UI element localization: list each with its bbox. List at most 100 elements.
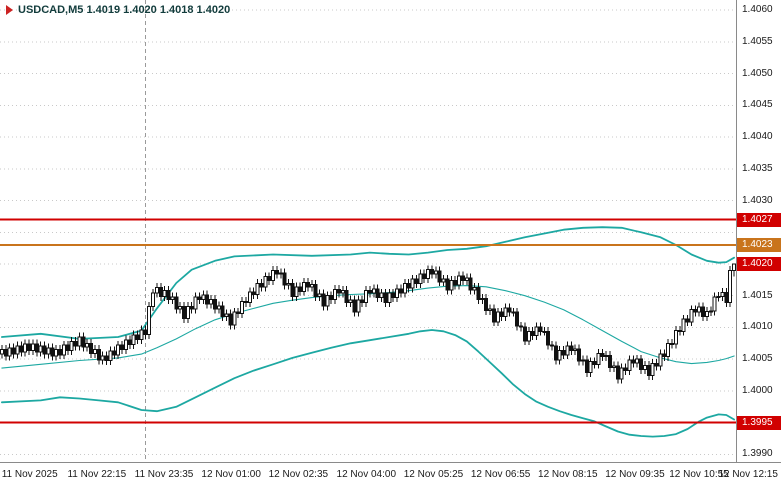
bull-candle [7, 347, 12, 357]
bull-candle [108, 350, 113, 361]
bear-candle [135, 334, 140, 341]
bull-candle [410, 278, 415, 289]
bear-candle [81, 336, 86, 348]
bear-candle [608, 354, 613, 368]
bull-candle [139, 329, 144, 341]
time-label: 12 Nov 10:55 [669, 469, 729, 480]
bear-candle [42, 345, 47, 355]
bull-candle [402, 283, 407, 294]
time-label: 12 Nov 01:00 [201, 469, 261, 480]
bull-candle [294, 286, 299, 297]
bull-candle [596, 352, 601, 365]
bear-candle [654, 363, 659, 367]
bear-candle [166, 290, 171, 301]
bear-candle [305, 281, 310, 288]
bear-candle [460, 275, 465, 281]
bull-candle [100, 355, 105, 361]
time-label: 12 Nov 12:15 [718, 469, 778, 480]
bear-candle [290, 283, 295, 297]
bull-candle [472, 286, 477, 291]
bear-candle [197, 296, 202, 301]
bear-candle [205, 294, 210, 305]
bull-candle [209, 299, 214, 305]
bull-candle [247, 291, 252, 304]
bull-candle [534, 326, 539, 337]
time-scale[interactable]: 11 Nov 2025 11 Nov 22:15 11 Nov 23:35 12 No… [0, 462, 781, 489]
bear-candle [592, 361, 597, 365]
time-label: 12 Nov 05:25 [403, 469, 464, 480]
chart-canvas[interactable] [0, 0, 736, 462]
current-price-badge: 1.4020 [737, 257, 781, 271]
bull-candle [224, 313, 229, 318]
one-click-trading-icon[interactable] [6, 5, 13, 15]
bear-candle [499, 311, 504, 318]
bear-candle [484, 297, 489, 311]
price-label: 1.4015 [742, 289, 773, 301]
bull-candle [395, 288, 400, 299]
bull-candle [23, 343, 28, 353]
bear-candle [143, 329, 148, 335]
bear-candle [453, 280, 458, 286]
price-scale[interactable]: 1.4060 1.4055 1.4050 1.4045 1.4040 1.4035 1.40… [736, 0, 781, 462]
bull-candle [371, 288, 376, 294]
bear-candle [468, 277, 473, 291]
bear-candle [50, 347, 55, 357]
bull-candle [580, 359, 585, 362]
bear-candle [336, 288, 341, 294]
bear-candle [65, 344, 70, 351]
bull-candle [309, 283, 314, 288]
bull-candle [480, 297, 485, 301]
bull-candle [30, 343, 35, 351]
bear-candle [422, 273, 427, 280]
bear-candle [701, 306, 706, 318]
bull-candle [728, 269, 733, 304]
bull-candle [418, 273, 423, 285]
bear-candle [491, 308, 496, 323]
bull-candle [46, 347, 51, 355]
bull-candle [185, 306, 190, 320]
bull-candle [193, 296, 198, 310]
bear-candle [274, 269, 279, 275]
bear-candle [538, 326, 543, 332]
bear-candle [406, 283, 411, 289]
symbol-ohlc-text: USDCAD,M5 1.4019 1.4020 1.4018 1.4020 [18, 4, 231, 16]
bull-candle [85, 342, 90, 348]
bull-candle [704, 311, 709, 318]
bear-candle [298, 286, 303, 292]
bull-candle [131, 334, 136, 346]
bear-candle [476, 286, 481, 301]
bull-candle [681, 318, 686, 332]
bear-candle [631, 359, 636, 364]
bear-candle [375, 288, 380, 299]
bear-candle [360, 299, 365, 304]
bull-candle [573, 348, 578, 351]
bear-candle [329, 295, 334, 301]
bull-candle [201, 294, 206, 301]
bull-candle [263, 276, 268, 288]
bollinger-lower-band [1, 329, 735, 438]
bull-candle [123, 339, 128, 351]
bear-candle [58, 349, 63, 356]
bull-candle [449, 280, 454, 291]
bear-candle [89, 342, 94, 354]
bear-candle [724, 292, 729, 304]
bear-candle [646, 365, 651, 377]
bull-candle [61, 344, 66, 356]
price-label: 1.4000 [742, 384, 773, 396]
bear-candle [546, 330, 551, 346]
plot-area[interactable]: USDCAD,M5 1.4019 1.4020 1.4018 1.4020 [0, 0, 736, 462]
price-label: 1.4045 [742, 99, 773, 111]
bear-candle [530, 330, 535, 337]
level-price-badge-1.4027: 1.4027 [737, 212, 781, 227]
bull-candle [340, 290, 345, 294]
bull-candle [557, 349, 562, 361]
time-label: 12 Nov 08:15 [538, 469, 598, 480]
price-label: 1.4040 [742, 131, 773, 143]
bull-candle [151, 292, 156, 308]
bull-candle [732, 263, 736, 271]
bull-candle [542, 330, 547, 333]
bull-candle [689, 309, 694, 323]
bear-candle [27, 343, 32, 351]
bull-candle [457, 275, 462, 286]
price-label: 1.4005 [742, 353, 773, 365]
